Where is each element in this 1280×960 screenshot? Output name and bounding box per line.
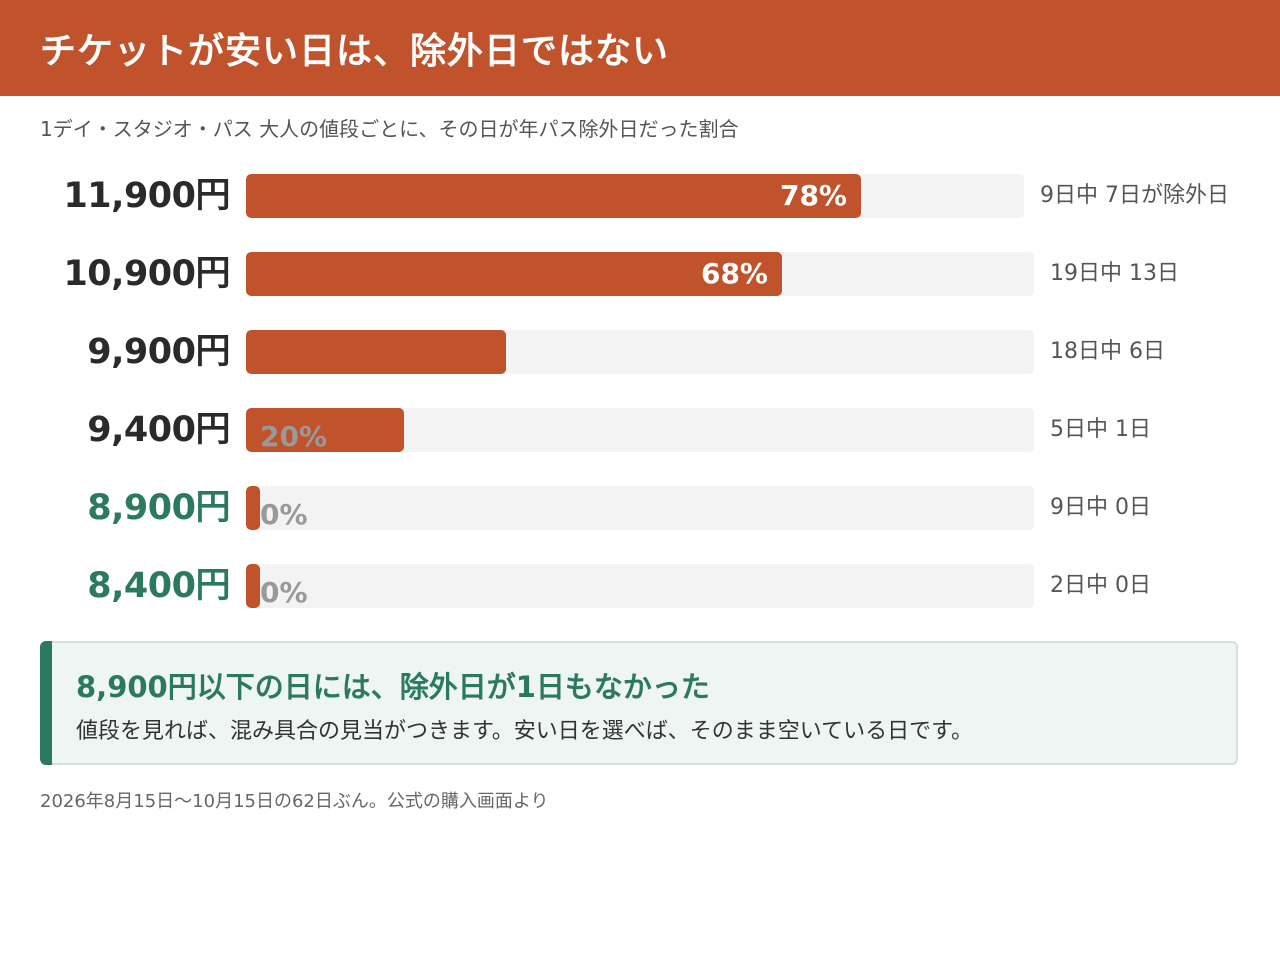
day-count-label: 9日中 0日 [1050,495,1151,520]
chart-row: 11,900円 78% 9日中 7日が除外日 [0,174,1280,218]
title-bar: チケットが安い日は、除外日ではない [0,0,1280,96]
chart-subtitle: 1デイ・スタジオ・パス 大人の値段ごとに、その日が年パス除外日だった割合 [40,117,739,141]
callout-heading: 8,900円以下の日には、除外日が1日もなかった [76,670,710,704]
bar-value-label: 78% [779,179,847,212]
price-label: 8,400円 [87,566,230,606]
bar-value-label: 20% [260,420,328,452]
price-label: 9,400円 [87,410,230,450]
day-count-label: 2日中 0日 [1050,573,1151,598]
chart-row: 9,900円 18日中 6日 [0,330,1280,374]
footnote: 2026年8月15日〜10月15日の62日ぶん。公式の購入画面より [40,791,549,812]
bar [246,252,782,296]
callout-accent-bar [40,641,52,765]
bar-track: 78% [246,174,1024,218]
day-count-label: 19日中 13日 [1050,261,1179,286]
bar [246,174,861,218]
bar-value-label: 68% [700,257,768,290]
bar-track: 20% [246,408,1034,452]
bar-track [246,330,1034,374]
bar-track: 68% [246,252,1034,296]
price-label: 11,900円 [63,176,230,216]
bar [246,486,260,530]
bar [246,408,404,452]
price-label: 8,900円 [87,488,230,528]
day-count-label: 18日中 6日 [1050,339,1165,364]
day-count-label: 5日中 1日 [1050,417,1151,442]
bar [246,564,260,608]
chart-row: 8,400円 0% 2日中 0日 [0,564,1280,608]
bar-track: 0% [246,486,1034,530]
bar-value-label: 0% [260,576,308,608]
day-count-label: 9日中 7日が除外日 [1040,183,1229,208]
price-label: 10,900円 [63,254,230,294]
callout-box [40,641,1238,765]
callout-body: 値段を見れば、混み具合の見当がつきます。安い日を選べば、そのまま空いている日です… [76,719,973,744]
bar-track: 0% [246,564,1034,608]
chart-row: 10,900円 68% 19日中 13日 [0,252,1280,296]
bar [246,330,506,374]
page-title: チケットが安い日は、除外日ではない [40,31,670,72]
chart-row: 9,400円 20% 5日中 1日 [0,408,1280,452]
bar-value-label: 0% [260,498,308,530]
price-label: 9,900円 [87,332,230,372]
chart-row: 8,900円 0% 9日中 0日 [0,486,1280,530]
